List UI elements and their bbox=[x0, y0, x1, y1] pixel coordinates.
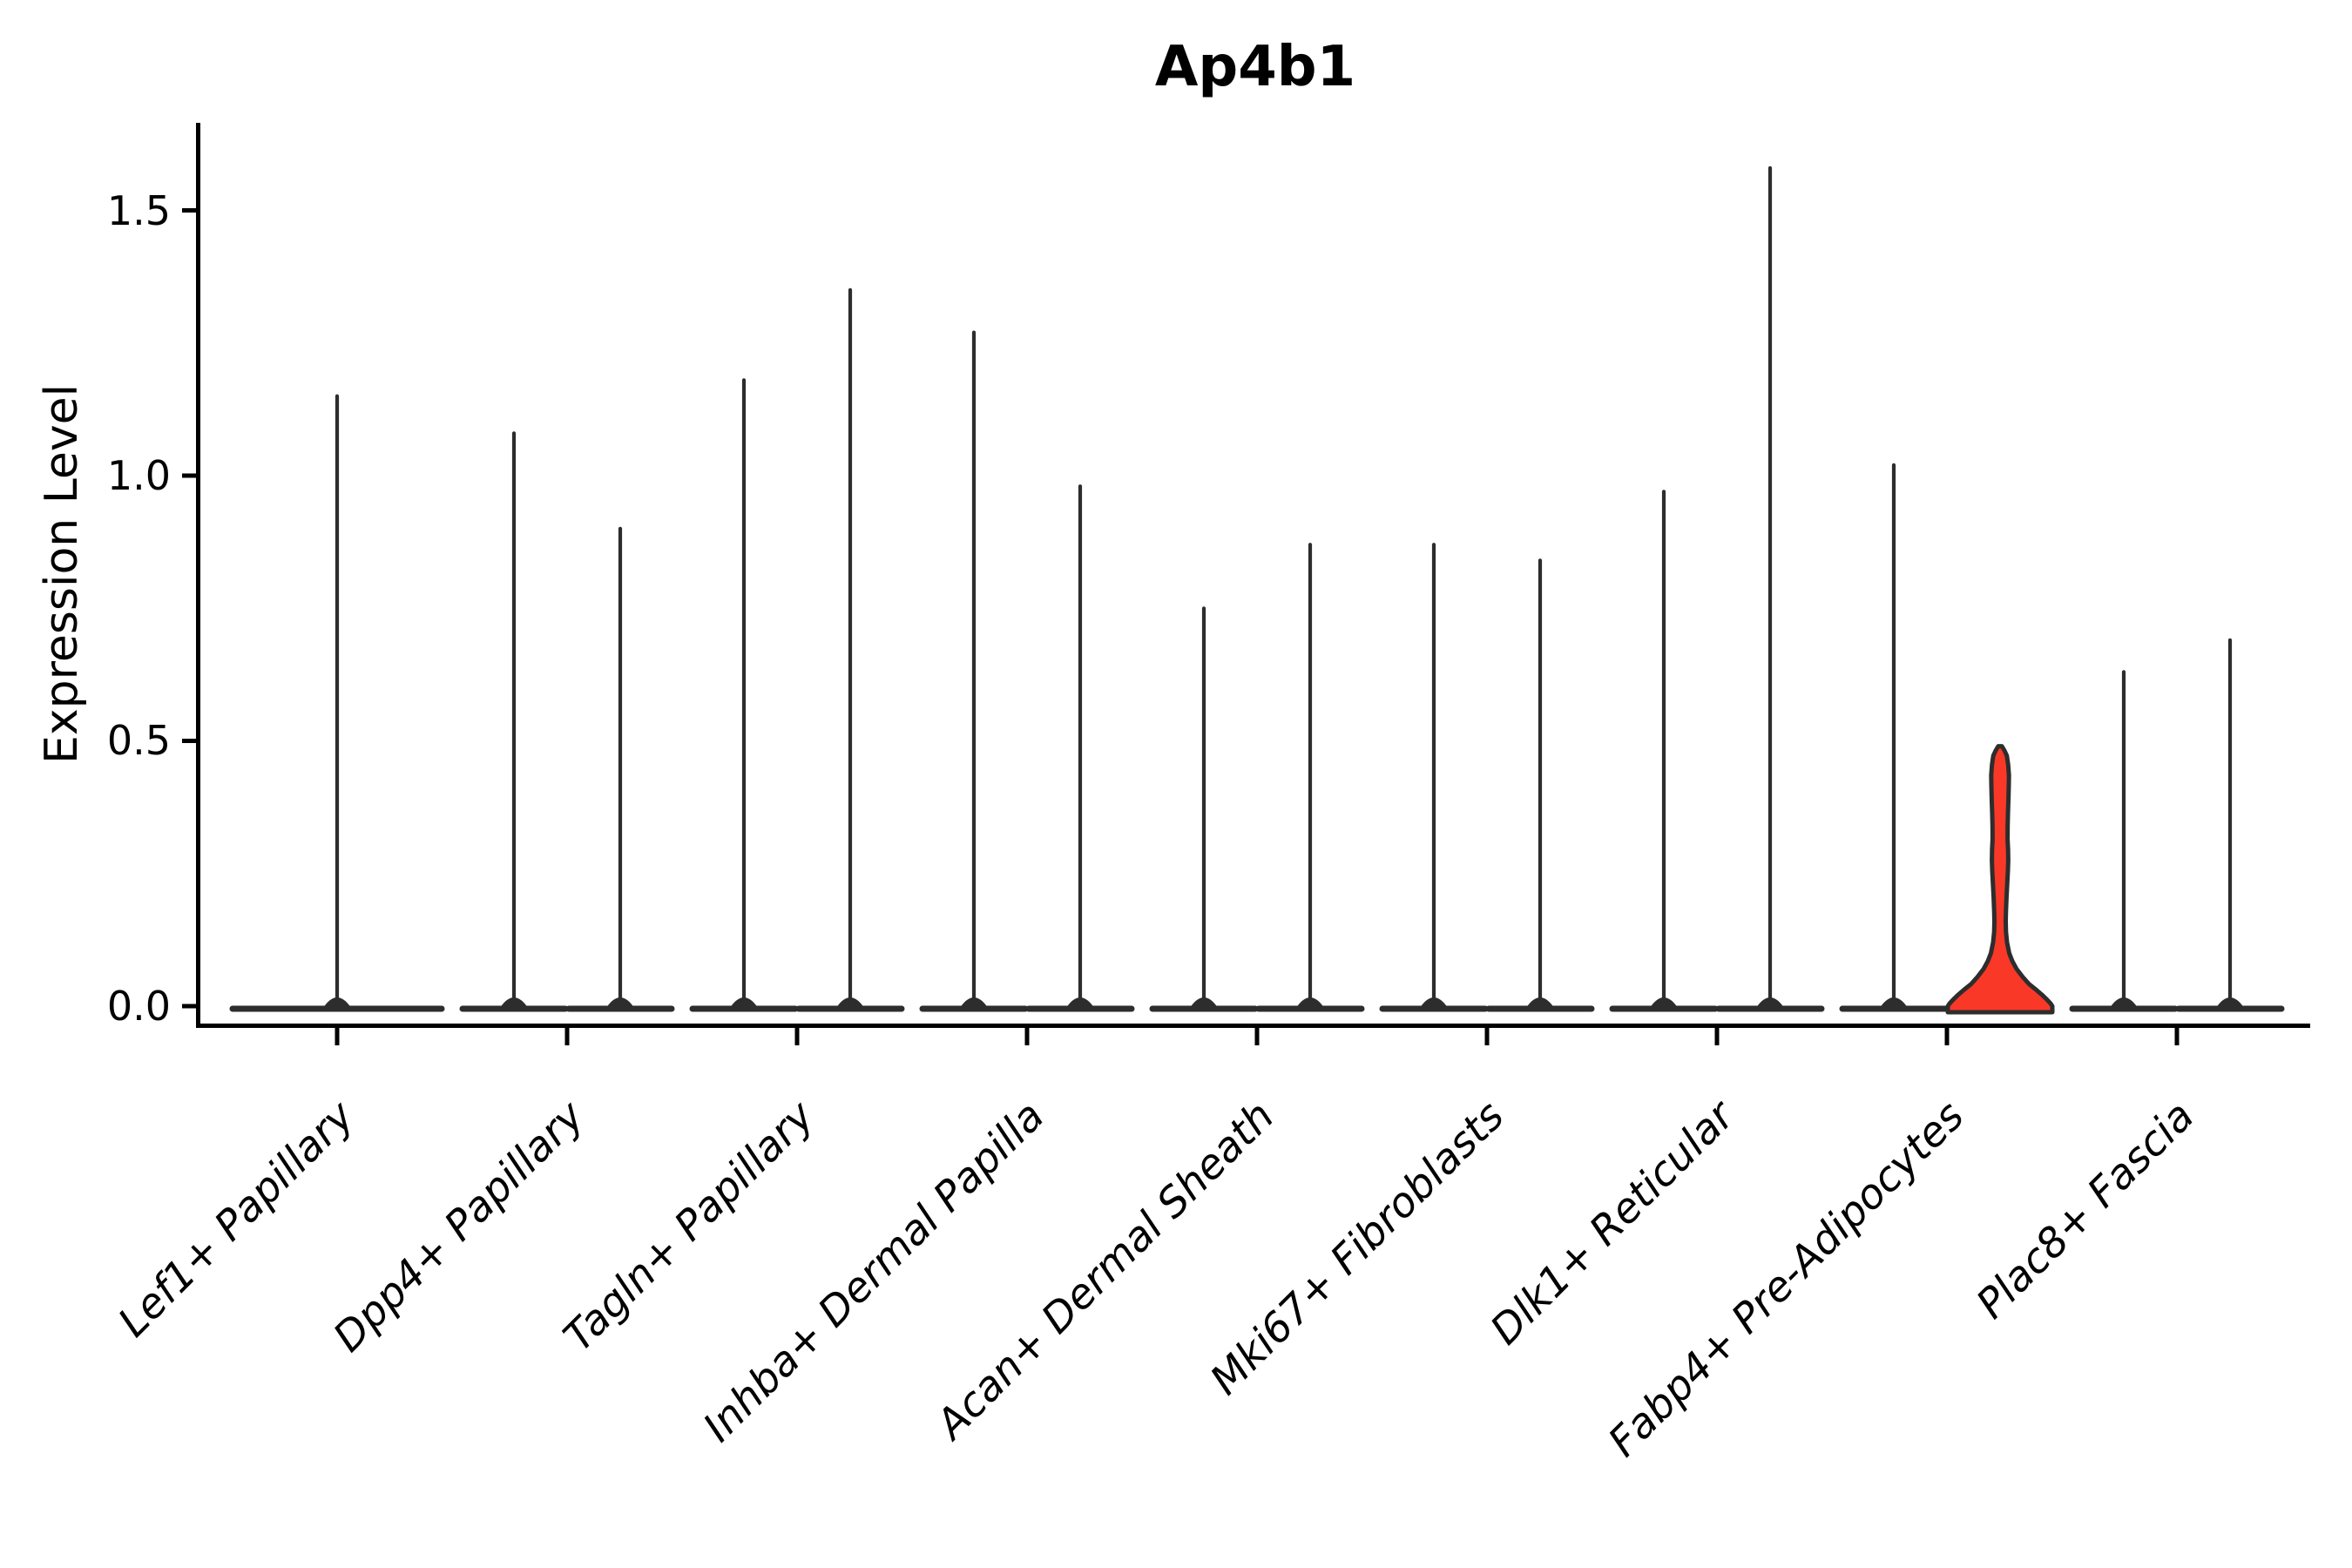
x-tick-label: Dlk1+ Reticular bbox=[1482, 1091, 1746, 1355]
x-tick-labels: Lef1+ Papillary Dpp4+ Papillary Tagln+ P… bbox=[109, 1091, 2203, 1466]
violins-group bbox=[229, 166, 2285, 1015]
x-tick-label: Plac8+ Fascia bbox=[1967, 1092, 2203, 1328]
y-tick-label: 1.5 bbox=[107, 187, 171, 234]
x-tick-marks bbox=[335, 1025, 2180, 1045]
x-tick-label: Dpp4+ Papillary bbox=[324, 1092, 594, 1362]
y-axis-title: Expression Level bbox=[36, 384, 88, 764]
y-tick-marks bbox=[182, 208, 198, 1009]
y-tick-labels: 0.0 0.5 1.0 1.5 bbox=[107, 187, 171, 1030]
axes-spines bbox=[196, 123, 2310, 1028]
x-tick-label: Tagln+ Papillary bbox=[555, 1092, 825, 1362]
highlighted-violin bbox=[1945, 744, 2055, 1015]
y-tick-label: 0.5 bbox=[107, 717, 171, 764]
plot-title: Ap4b1 bbox=[1155, 35, 1355, 99]
y-tick-label: 0.0 bbox=[107, 983, 171, 1030]
x-tick-label: Lef1+ Papillary bbox=[109, 1092, 364, 1347]
y-tick-label: 1.0 bbox=[107, 452, 171, 499]
